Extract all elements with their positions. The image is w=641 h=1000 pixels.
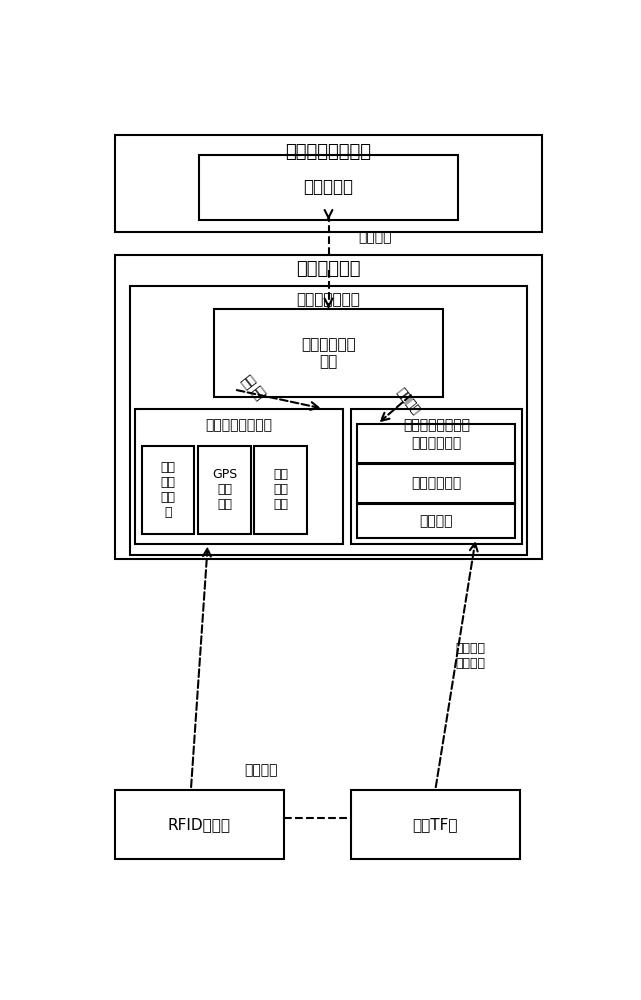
Bar bbox=[199, 155, 458, 220]
Text: 策略同步: 策略同步 bbox=[358, 230, 392, 244]
Bar bbox=[198, 446, 251, 534]
Bar bbox=[115, 255, 542, 559]
Bar bbox=[351, 790, 520, 859]
Text: 时间
信息
采集: 时间 信息 采集 bbox=[273, 468, 288, 511]
Text: 行为审计模块: 行为审计模块 bbox=[411, 436, 462, 450]
Bar bbox=[129, 286, 528, 555]
Text: RFID阅读器: RFID阅读器 bbox=[168, 817, 231, 832]
Text: 执行条件: 执行条件 bbox=[393, 385, 422, 417]
Text: 策略数据库: 策略数据库 bbox=[303, 178, 354, 196]
Bar bbox=[135, 409, 344, 544]
Bar bbox=[115, 790, 284, 859]
Text: 安全TF卡: 安全TF卡 bbox=[413, 817, 458, 832]
Bar bbox=[214, 309, 443, 397]
Bar bbox=[115, 135, 542, 232]
Text: GPS
信息
采集: GPS 信息 采集 bbox=[212, 468, 237, 511]
Text: 安全策略管理
单元: 安全策略管理 单元 bbox=[301, 337, 356, 369]
Text: 密码模块: 密码模块 bbox=[420, 514, 453, 528]
Text: 基础安全服务单元: 基础安全服务单元 bbox=[403, 419, 470, 433]
Text: 电力巡检终端: 电力巡检终端 bbox=[296, 260, 361, 278]
Text: 硬件
识别
码采
集: 硬件 识别 码采 集 bbox=[161, 461, 176, 519]
Text: 硬件加密
算法调用: 硬件加密 算法调用 bbox=[455, 642, 485, 670]
Bar bbox=[142, 446, 194, 534]
Text: 安全参数采集单元: 安全参数采集单元 bbox=[206, 419, 272, 433]
Bar bbox=[351, 409, 522, 544]
Bar bbox=[254, 446, 306, 534]
Bar bbox=[357, 424, 515, 463]
Bar bbox=[357, 504, 515, 538]
Text: 安全开发中间件: 安全开发中间件 bbox=[297, 292, 360, 307]
Text: 行为控制模块: 行为控制模块 bbox=[411, 476, 462, 490]
Text: 巡检终端管理中心: 巡检终端管理中心 bbox=[285, 143, 372, 161]
Text: 硬件信息: 硬件信息 bbox=[244, 764, 278, 778]
Text: 安全
参数: 安全 参数 bbox=[240, 372, 269, 403]
Bar bbox=[357, 464, 515, 503]
